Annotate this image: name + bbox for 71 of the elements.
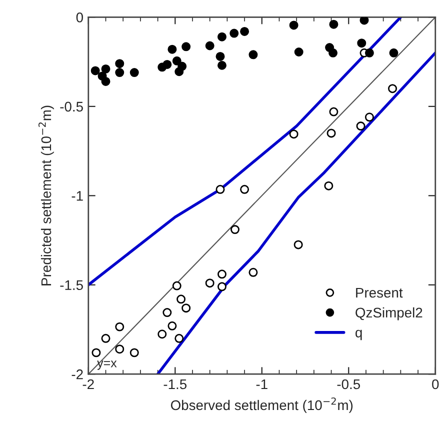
point — [168, 321, 177, 330]
point — [217, 282, 226, 292]
point — [240, 184, 250, 194]
point — [230, 225, 240, 234]
point — [172, 281, 182, 290]
x-tick-label: -2 — [82, 379, 94, 390]
point — [174, 334, 184, 343]
line-series — [88, 17, 402, 286]
point — [130, 348, 139, 358]
point — [240, 26, 250, 36]
point — [329, 107, 338, 116]
point — [326, 128, 336, 138]
point — [388, 84, 398, 94]
point — [101, 76, 110, 86]
x-tick-label: 0 — [432, 379, 439, 390]
point — [101, 334, 110, 343]
point — [357, 38, 366, 48]
point — [248, 268, 258, 277]
y-tick-label: -1 — [72, 191, 83, 201]
point — [217, 270, 226, 279]
point — [182, 304, 191, 313]
point — [289, 20, 298, 30]
point — [364, 48, 374, 58]
legend-label: QzSimpel2 — [356, 307, 422, 320]
point — [115, 68, 124, 78]
point — [324, 181, 334, 190]
point — [182, 42, 191, 52]
point — [364, 112, 374, 122]
point — [360, 17, 369, 25]
y-tick-label: -2 — [72, 369, 83, 380]
point — [101, 64, 110, 74]
point — [356, 122, 366, 131]
line-series — [156, 52, 436, 374]
point — [294, 48, 304, 56]
point — [168, 44, 177, 54]
y-axis-title: Predicted settlement (10$^{−2}$m) — [38, 106, 54, 286]
point — [115, 59, 124, 68]
point — [172, 56, 182, 66]
point — [90, 66, 100, 76]
y-tick-label: 0 — [76, 12, 83, 22]
point — [248, 50, 258, 60]
point — [389, 48, 398, 58]
point — [115, 322, 124, 332]
x-tick-label: -1 — [256, 379, 268, 390]
point — [217, 60, 226, 70]
point — [176, 294, 186, 304]
point — [92, 348, 101, 358]
point — [329, 20, 338, 29]
point — [216, 184, 225, 194]
x-tick-label: -1.5 — [164, 379, 187, 390]
x-axis-title: Observed settlement (10$^{−2}$m) — [170, 397, 353, 413]
point — [289, 130, 298, 139]
point — [174, 67, 184, 76]
y-tick-label: -1.5 — [60, 280, 83, 290]
point — [205, 278, 214, 288]
y-tick-label: -0.5 — [60, 102, 83, 112]
point — [217, 32, 226, 42]
legend-label: Present — [356, 288, 403, 298]
x-tick-label: -0.5 — [337, 379, 360, 390]
point — [328, 48, 338, 58]
point — [205, 41, 214, 50]
point — [115, 344, 124, 354]
point — [130, 68, 139, 78]
point — [162, 308, 172, 318]
annotation: y=x — [97, 360, 117, 370]
point — [230, 28, 239, 38]
point — [158, 330, 167, 339]
point — [216, 52, 225, 61]
point — [162, 60, 172, 69]
legend-label: q — [356, 330, 362, 340]
point — [294, 240, 303, 250]
